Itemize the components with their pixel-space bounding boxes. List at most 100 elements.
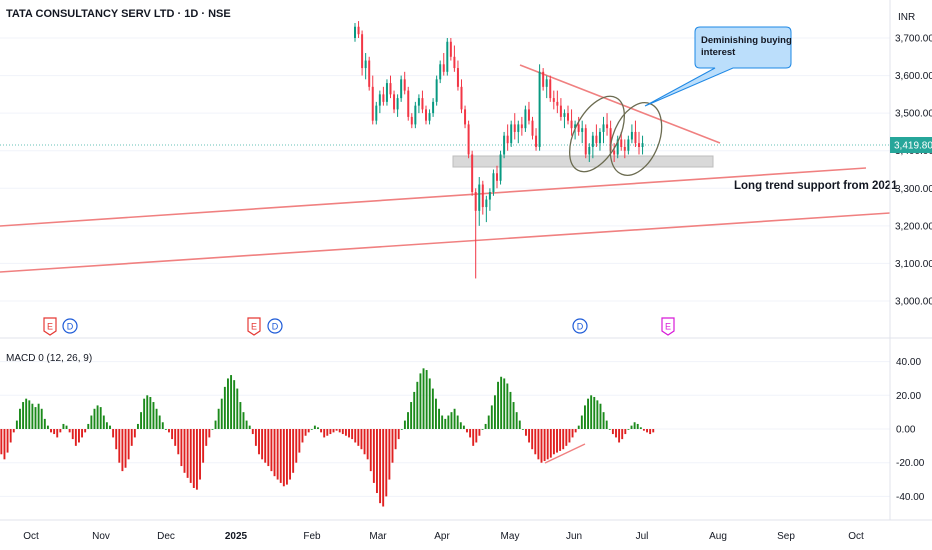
candle [559, 98, 562, 121]
price-axis-ticks: 3,700.003,600.003,500.003,400.003,300.00… [895, 34, 932, 308]
macd-tick-label: -20.00 [896, 458, 925, 469]
macd-bar [186, 429, 189, 478]
candle [535, 128, 538, 151]
macd-bar [615, 429, 617, 438]
macd-bar [6, 429, 9, 453]
macd-bar [276, 429, 279, 480]
macd-bar [481, 429, 484, 430]
macd-bar [556, 429, 558, 453]
candle [616, 135, 619, 159]
candle [453, 45, 456, 72]
macd-bar [403, 420, 406, 429]
macd-bar [317, 427, 319, 429]
callout-text-line-2: interest [701, 47, 736, 58]
macd-bar [338, 429, 341, 433]
macd-bar [627, 429, 630, 430]
macd-bar [109, 425, 111, 429]
macd-bar [71, 429, 74, 440]
price-tick-label: 3,200.00 [895, 221, 932, 232]
macd-bar [549, 429, 552, 458]
macd-bar [270, 429, 273, 472]
macd-bar [289, 429, 292, 480]
earnings-marker[interactable]: E [43, 317, 57, 336]
price-grid [0, 37, 890, 302]
macd-tick-label: 20.00 [896, 391, 921, 402]
candle [496, 165, 498, 189]
time-tick-label: Sep [777, 531, 795, 542]
dividend-marker[interactable]: D [572, 318, 588, 334]
macd-bar [639, 427, 642, 429]
candle [588, 143, 591, 162]
macd-bar [326, 429, 329, 436]
candle [567, 105, 569, 125]
macd-bar [0, 429, 3, 455]
earnings-marker[interactable]: E [247, 317, 261, 336]
dividend-marker[interactable]: D [267, 318, 283, 334]
macd-bar [528, 429, 531, 443]
macd-bar [394, 429, 397, 450]
macd-bar [105, 422, 108, 429]
macd-bar [584, 405, 586, 429]
macd-bar [53, 429, 56, 435]
candle [432, 98, 435, 117]
time-tick-label: Oct [848, 531, 864, 542]
price-pane: Deminishing buying interest Long trend s… [0, 8, 898, 302]
time-tick-label: Dec [157, 531, 175, 542]
time-tick-label: Jul [636, 531, 649, 542]
macd-bar [512, 402, 515, 429]
candle [361, 30, 364, 76]
macd-bar [236, 388, 239, 429]
macd-bar [56, 429, 59, 438]
macd-bar [565, 429, 568, 446]
macd-axis-ticks: 40.00 20.00 0.00 -20.00 -40.00 [896, 357, 925, 503]
macd-bar [493, 395, 496, 429]
macd-bar [425, 370, 428, 429]
long-trend-support-lower [0, 212, 891, 273]
macd-bar [518, 420, 521, 429]
macd-bar [459, 422, 462, 429]
macd-bar [189, 429, 192, 483]
macd-bar [149, 396, 152, 429]
candle [407, 86, 410, 121]
macd-bar [25, 398, 28, 429]
macd-bar [537, 429, 540, 460]
macd-bar [258, 429, 260, 455]
price-tick-label: 3,600.00 [895, 71, 932, 82]
macd-bar [174, 429, 177, 446]
macd-bar [434, 398, 437, 429]
macd-bar [456, 415, 459, 429]
macd-bar [369, 429, 372, 472]
macd-bar [124, 429, 127, 468]
macd-bar [242, 412, 245, 429]
earnings-marker[interactable]: E [661, 317, 675, 336]
macd-bar [447, 415, 450, 429]
macd-bar [469, 429, 472, 438]
candle [524, 105, 527, 132]
macd-bar [444, 418, 447, 429]
dividend-marker[interactable]: D [62, 318, 78, 334]
candle [396, 94, 399, 117]
macd-bar [68, 429, 71, 433]
macd-bar [168, 429, 170, 433]
macd-bar [642, 429, 645, 431]
support-zone [452, 155, 714, 168]
candle [485, 195, 488, 223]
candle [602, 116, 605, 144]
time-tick-label: Nov [92, 531, 110, 542]
candle [531, 116, 534, 140]
macd-bar [376, 429, 378, 494]
candle [474, 188, 477, 279]
macd-tick-label: 0.00 [896, 425, 916, 436]
macd-bar [506, 383, 509, 429]
macd-bar [366, 429, 369, 460]
macd-bar [118, 429, 121, 463]
macd-bar [81, 429, 84, 438]
macd-bar [630, 425, 633, 429]
macd-bar [245, 420, 248, 429]
macd-bar [214, 420, 217, 429]
price-tick-label: 3,100.00 [895, 259, 932, 270]
macd-bar [475, 429, 478, 443]
macd-bar [391, 429, 394, 463]
candle [577, 116, 580, 136]
